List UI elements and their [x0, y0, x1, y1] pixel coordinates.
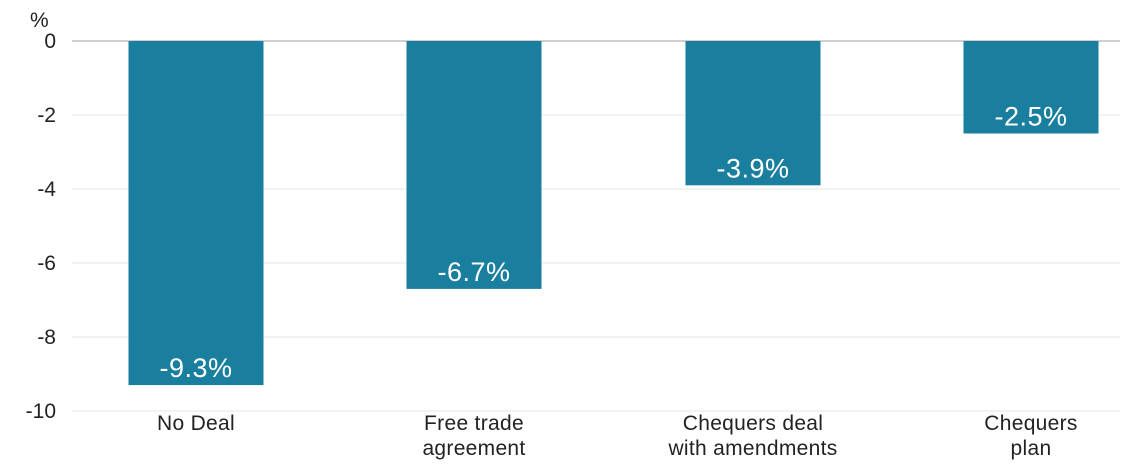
y-tick-label-2: -4 [37, 178, 56, 201]
category-label-1: Free trade agreement [422, 412, 525, 460]
y-tick-label-3: -6 [37, 252, 56, 275]
y-tick-label-1: -2 [37, 104, 56, 127]
category-label-1-line-0: Free trade [424, 412, 524, 435]
category-label-3-line-0: Chequers [984, 412, 1077, 435]
category-label-0: No Deal [157, 412, 235, 435]
y-tick-label-5: -10 [26, 400, 56, 423]
y-axis: % 0 -2 -4 -6 -8 -10 [26, 9, 57, 423]
y-tick-label-4: -8 [37, 326, 56, 349]
data-label-0: -9.3% [159, 353, 232, 383]
category-label-1-line-1: agreement [422, 437, 525, 460]
category-labels: No Deal Free trade agreement Chequers deal w… [157, 412, 1077, 460]
data-label-2: -3.9% [716, 153, 789, 183]
category-label-0-line-0: No Deal [157, 412, 235, 435]
data-label-1: -6.7% [437, 257, 510, 287]
category-label-3-line-1: plan [1011, 437, 1052, 460]
category-label-2: Chequers deal with amendments [667, 412, 837, 460]
bars: -9.3% -6.7% -3.9% -2.5% [128, 41, 1099, 386]
bar-1 [406, 41, 542, 289]
category-label-3: Chequers plan [984, 412, 1077, 460]
bar-2 [685, 41, 821, 186]
y-unit-label: % [30, 9, 49, 32]
category-label-2-line-0: Chequers deal [683, 412, 824, 435]
category-label-2-line-1: with amendments [667, 437, 837, 460]
data-label-3: -2.5% [994, 102, 1067, 132]
bar-0 [128, 41, 264, 386]
y-tick-label-0: 0 [44, 30, 56, 53]
bar-3 [963, 41, 1099, 134]
